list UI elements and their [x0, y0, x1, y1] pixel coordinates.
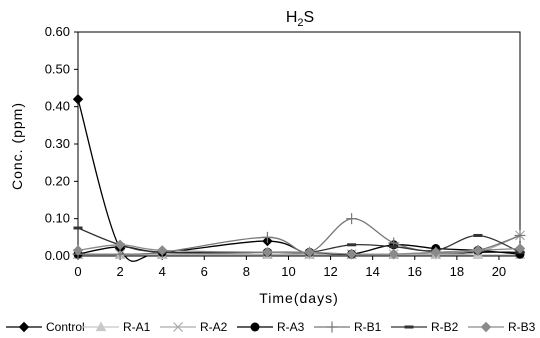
legend-label: R-B1: [354, 320, 382, 334]
legend-label: Control: [46, 320, 85, 334]
data-point-r-b3: [472, 245, 484, 256]
legend-marker-r-a2: [173, 322, 183, 332]
legend-item-r-b2: R-B2: [391, 320, 459, 334]
x-tick-label: 4: [159, 264, 166, 279]
data-point-r-b2: [347, 243, 357, 247]
y-axis-label: Conc. (ppm): [9, 102, 25, 190]
x-tick-label: 0: [74, 264, 81, 279]
legend-marker-r-b1: [326, 321, 338, 333]
data-point-r-b1: [261, 231, 273, 243]
data-point-control: [72, 93, 84, 105]
legend-marker-control: [18, 321, 30, 333]
legend-label: R-A3: [277, 320, 305, 334]
data-point-r-b3: [156, 245, 168, 256]
series-line-r-b3: [77, 244, 521, 256]
y-tick-label: 0.00: [45, 248, 70, 263]
data-point-r-b3: [304, 247, 315, 258]
x-tick-label: 16: [408, 264, 422, 279]
legend: Control R-A1 R-A2 R-A3 R-B1 R-B2 R-B3: [6, 320, 536, 334]
legend-item-r-b3: R-B3: [468, 320, 536, 334]
chart-title: H2S: [286, 9, 314, 29]
data-point-r-b1: [114, 248, 126, 260]
y-tick-label: 0.60: [45, 24, 70, 39]
data-point-r-b3: [388, 248, 399, 260]
legend-label: R-B2: [431, 320, 459, 334]
data-point-r-b2: [473, 233, 483, 237]
x-axis-label: Time(days): [259, 290, 339, 306]
y-tick-label: 0.30: [45, 136, 70, 151]
x-tick-label: 2: [116, 264, 123, 279]
y-tick-label: 0.10: [45, 211, 70, 226]
data-point-r-b3: [430, 247, 442, 258]
y-tick-label: 0.50: [45, 61, 70, 76]
legend-label: R-B3: [508, 320, 536, 334]
data-point-r-b3: [514, 243, 526, 254]
legend-label: R-A1: [123, 320, 151, 334]
legend-item-control: Control: [6, 320, 85, 334]
x-tick-label: 6: [201, 264, 208, 279]
legend-marker-r-a3: [250, 322, 260, 332]
data-point-r-b2: [73, 226, 83, 230]
legend-marker-r-b3: [480, 321, 492, 333]
data-point-r-b1: [346, 213, 358, 225]
legend-item-r-b1: R-B1: [314, 320, 382, 334]
legend-label: R-A2: [200, 320, 228, 334]
x-axis: 0 2 4 6 8 10 12 14 16 18 20: [74, 256, 506, 279]
y-tick-label: 0.40: [45, 99, 70, 114]
series-layer: [72, 93, 526, 262]
data-point-r-b3: [114, 239, 126, 251]
data-point-r-b1: [514, 229, 526, 241]
x-tick-label: 18: [450, 264, 464, 279]
legend-marker-r-b2: [404, 325, 414, 329]
data-point-r-b3: [262, 247, 273, 258]
legend-item-r-a3: R-A3: [237, 320, 305, 334]
y-tick-label: 0.20: [45, 173, 70, 188]
legend-item-r-a1: R-A1: [83, 320, 151, 334]
x-tick-label: 14: [365, 264, 379, 279]
series-line-r-b1: [77, 218, 521, 255]
x-tick-label: 20: [492, 264, 506, 279]
plot-area: [77, 31, 521, 257]
x-tick-label: 10: [281, 264, 295, 279]
legend-item-r-a2: R-A2: [160, 320, 228, 334]
legend-marker-r-a1: [95, 321, 107, 332]
series-line-r-b2: [77, 227, 521, 254]
x-tick-label: 8: [243, 264, 250, 279]
data-point-r-b3: [346, 248, 357, 260]
x-tick-label: 12: [323, 264, 337, 279]
data-point-r-b2: [389, 245, 399, 249]
series-r-b3: [72, 239, 526, 260]
y-axis: 0.00 0.10 0.20 0.30 0.40 0.50 0.60: [45, 24, 78, 263]
data-point-r-b3: [72, 245, 84, 256]
